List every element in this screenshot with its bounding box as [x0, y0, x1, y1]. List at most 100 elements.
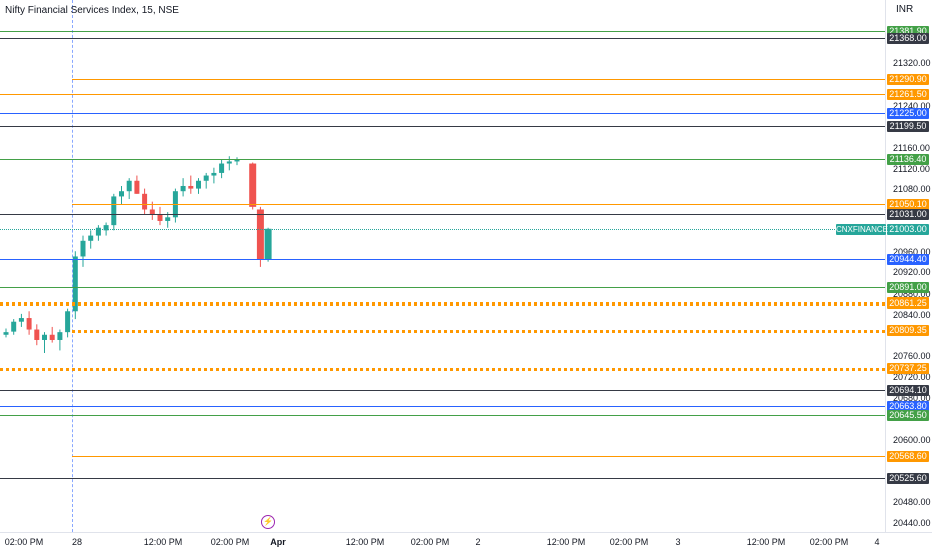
price-tick-label: 21160.00: [893, 143, 930, 153]
price-tick-label: 20840.00: [893, 310, 931, 320]
price-level-label: 20809.35: [887, 324, 929, 336]
currency-label[interactable]: INR: [896, 4, 914, 15]
candle: [234, 157, 240, 166]
session-break-line: [72, 0, 73, 532]
candle: [134, 175, 140, 194]
last-price-label: 21003.00: [887, 223, 929, 235]
time-tick-label: 02:00 PM: [809, 537, 849, 547]
price-level-line[interactable]: [0, 415, 885, 417]
price-level-label: 20645.50: [887, 410, 929, 422]
time-tick-label: 12:00 PM: [746, 537, 786, 547]
chart-title: Nifty Financial Services Index, 15, NSE: [5, 5, 179, 16]
price-level-line[interactable]: [0, 159, 885, 161]
candle: [65, 308, 71, 338]
price-tick-label: 20440.00: [893, 518, 931, 528]
price-level-label: 21050.10: [887, 199, 929, 211]
price-level-label: 21225.00: [887, 107, 929, 119]
time-tick-label: 3: [675, 537, 681, 547]
candle: [119, 185, 124, 205]
last-price-line: [0, 228, 885, 230]
price-level-label: 21136.40: [887, 154, 929, 166]
time-tick-label: 12:00 PM: [345, 537, 385, 547]
candle: [26, 311, 32, 335]
price-level-line[interactable]: [0, 478, 885, 479]
price-level-label: 21031.00: [887, 209, 929, 221]
candle: [3, 328, 9, 338]
price-level-line[interactable]: [0, 214, 885, 216]
time-tick-label: 02:00 PM: [4, 537, 44, 547]
price-level-label: 20525.60: [887, 473, 929, 484]
candle: [157, 206, 163, 226]
price-level-line[interactable]: [72, 455, 885, 457]
price-level-line[interactable]: [0, 302, 885, 306]
price-level-label: 20861.25: [887, 297, 929, 309]
candle: [80, 235, 86, 267]
candle: [11, 319, 17, 335]
price-tick-label: 20920.00: [893, 267, 931, 277]
price-level-label: 21290.90: [887, 73, 929, 85]
candle: [18, 313, 24, 327]
candle: [42, 332, 47, 354]
lightning-icon[interactable]: ⚡: [261, 515, 275, 529]
price-tick-label: 20720.00: [893, 372, 931, 382]
price-level-label: 20694.10: [887, 385, 929, 397]
price-level-line[interactable]: [72, 78, 885, 80]
time-tick-label: 12:00 PM: [143, 537, 183, 547]
price-level-line[interactable]: [0, 126, 885, 128]
price-level-label: 20663.80: [887, 400, 929, 412]
time-tick-label: 4: [874, 537, 880, 547]
time-axis-border: [0, 532, 932, 533]
price-tick-label: 21240.00: [893, 101, 931, 111]
price-level-label: 21199.50: [887, 121, 929, 133]
price-tick-label: 20680.00: [893, 393, 931, 403]
time-tick-label: 02:00 PM: [210, 537, 250, 547]
price-tick-label: 21080.00: [893, 184, 931, 194]
time-tick-label: 2: [475, 537, 481, 547]
price-level-line[interactable]: [0, 367, 885, 371]
candle: [188, 175, 194, 194]
price-tick-label: 21120.00: [893, 164, 930, 174]
price-level-label: 20737.25: [887, 362, 929, 374]
candle: [95, 225, 101, 241]
candle: [249, 162, 257, 210]
price-level-label: 20568.60: [887, 450, 929, 462]
price-level-line[interactable]: [0, 112, 885, 114]
price-tick-label: 20760.00: [893, 351, 931, 361]
price-tick-label: 20880.00: [893, 289, 931, 299]
candle: [203, 172, 209, 189]
candle: [34, 324, 40, 346]
candle: [72, 251, 78, 320]
price-level-label: 20944.40: [887, 254, 929, 266]
price-level-line[interactable]: [0, 259, 885, 261]
price-level-line[interactable]: [0, 38, 885, 40]
candle: [180, 178, 186, 197]
price-level-label: 21381.90: [887, 26, 929, 37]
price-level-label: 20891.00: [887, 282, 929, 294]
price-axis-border: [885, 0, 886, 533]
price-level-line[interactable]: [0, 93, 885, 95]
price-level-line[interactable]: [0, 31, 885, 32]
price-tick-label: 20960.00: [893, 247, 931, 257]
price-tick-label: 20600.00: [893, 435, 931, 445]
candle: [264, 227, 272, 262]
price-level-line[interactable]: [72, 329, 885, 333]
price-level-line[interactable]: [0, 405, 885, 407]
candle: [57, 329, 63, 351]
time-tick-label: 28: [71, 537, 83, 547]
time-tick-label: Apr: [270, 537, 286, 547]
candle: [211, 167, 217, 184]
price-level-label: 21368.00: [887, 33, 929, 45]
candle: [219, 159, 225, 179]
price-level-line[interactable]: [0, 390, 885, 392]
candle: [142, 188, 148, 215]
candle: [111, 193, 117, 231]
price-level-line[interactable]: [0, 287, 885, 289]
candle: [196, 178, 201, 194]
time-tick-label: 02:00 PM: [410, 537, 450, 547]
price-level-line[interactable]: [72, 204, 885, 206]
symbol-badge: CNXFINANCE: [836, 223, 889, 235]
candle: [49, 326, 55, 343]
candle: [226, 156, 232, 171]
candle: [256, 206, 264, 267]
